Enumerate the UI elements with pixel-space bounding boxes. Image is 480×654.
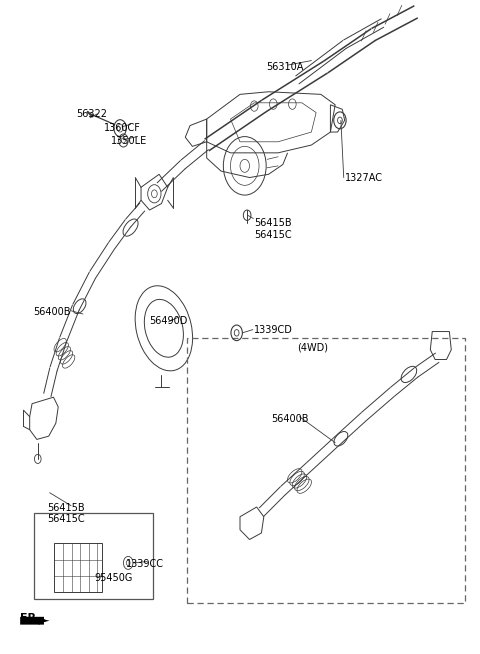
- Text: 56310A: 56310A: [266, 62, 303, 72]
- Text: 56415C: 56415C: [254, 230, 292, 240]
- Text: 1339CD: 1339CD: [254, 324, 293, 335]
- Text: 56415B: 56415B: [48, 503, 85, 513]
- Text: 56490D: 56490D: [150, 315, 188, 326]
- Text: (4WD): (4WD): [297, 343, 328, 353]
- Text: 1350LE: 1350LE: [110, 136, 147, 146]
- Text: 1360CF: 1360CF: [104, 123, 141, 133]
- Text: 1327AC: 1327AC: [345, 173, 383, 182]
- Polygon shape: [20, 617, 49, 625]
- Bar: [187, 338, 465, 603]
- Text: 56415C: 56415C: [48, 514, 85, 525]
- Text: 56322: 56322: [76, 109, 107, 119]
- Text: 1339CC: 1339CC: [126, 559, 164, 569]
- Text: FR.: FR.: [20, 613, 41, 623]
- Text: 56400B: 56400B: [271, 414, 309, 424]
- Text: 56415B: 56415B: [254, 218, 292, 228]
- Bar: [54, 543, 102, 592]
- Bar: [35, 513, 154, 598]
- Text: 95450G: 95450G: [95, 574, 133, 583]
- Text: 56400B: 56400B: [33, 307, 71, 317]
